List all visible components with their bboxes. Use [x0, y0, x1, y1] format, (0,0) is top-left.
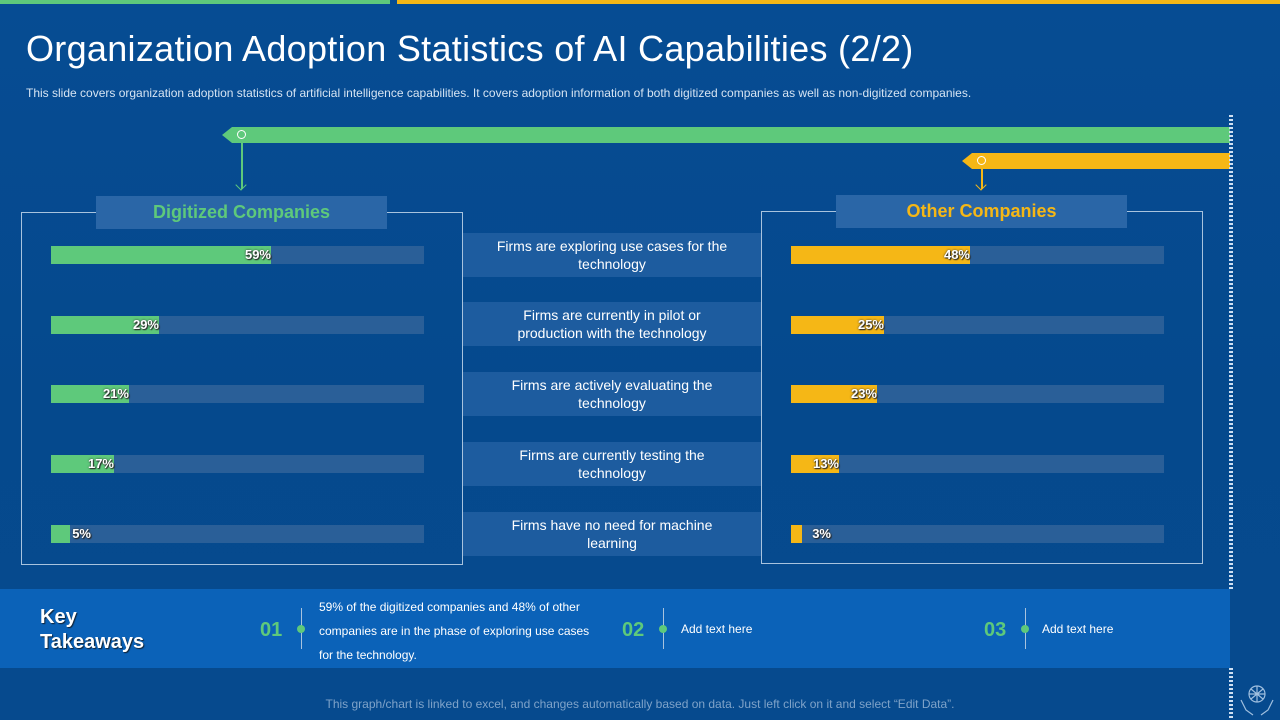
other-bar-track: 13%	[791, 455, 1164, 473]
other-bar-track: 3%	[791, 525, 1164, 543]
takeaway-number-01: 01	[260, 619, 283, 641]
takeaway-text-02: Add text here	[681, 622, 753, 636]
digitized-bar-value-label: 59%	[244, 247, 271, 262]
digitized-ribbon	[222, 127, 1230, 143]
takeaway-number-03: 03	[984, 619, 1007, 641]
other-bar-track: 23%	[791, 385, 1164, 403]
ai-hands-icon	[1240, 685, 1274, 716]
footer-note: This graph/chart is linked to excel, and…	[325, 697, 955, 711]
digitized-bar-value-label: 5%	[72, 526, 91, 541]
key-takeaways-title: Key Takeaways	[40, 605, 180, 655]
other-bar-value-label: 13%	[812, 456, 839, 471]
right-dotted-edge-bottom	[1229, 668, 1233, 720]
digitized-bar[interactable]	[51, 316, 159, 334]
other-ribbon-ring-icon	[977, 156, 986, 165]
other-connector	[981, 167, 983, 189]
digitized-bar-track: 17%	[51, 455, 424, 473]
other-bar-value-label: 25%	[857, 317, 884, 332]
other-panel-header: Other Companies	[836, 195, 1127, 228]
digitized-bar[interactable]	[51, 455, 114, 473]
digitized-bar-value-label: 21%	[102, 386, 129, 401]
digitized-bar[interactable]	[51, 525, 70, 543]
takeaway-number-02: 02	[622, 619, 645, 641]
other-ribbon	[962, 153, 1230, 169]
takeaway-dot-01	[297, 625, 305, 633]
category-label: Firms are actively evaluating the techno…	[463, 372, 761, 416]
category-label-text: Firms have no need for machine learning	[511, 517, 713, 551]
category-label: Firms are currently testing the technolo…	[463, 442, 761, 486]
category-label-text: Firms are currently in pilot or producti…	[517, 307, 707, 341]
digitized-connector	[241, 141, 243, 189]
other-arrow-down-icon	[975, 179, 987, 191]
category-label: Firms are exploring use cases for the te…	[463, 233, 761, 277]
other-bar-value-label: 23%	[850, 386, 877, 401]
digitized-bar-track: 5%	[51, 525, 424, 543]
digitized-bar[interactable]	[51, 385, 129, 403]
digitized-bar-track: 29%	[51, 316, 424, 334]
other-bar[interactable]	[791, 246, 970, 264]
digitized-bar[interactable]	[51, 246, 271, 264]
takeaway-dot-02	[659, 625, 667, 633]
other-bar-track: 25%	[791, 316, 1164, 334]
other-bar-value-label: 48%	[943, 247, 970, 262]
digitized-ribbon-ring-icon	[237, 130, 246, 139]
digitized-bar-value-label: 17%	[87, 456, 114, 471]
right-dotted-edge	[1229, 115, 1233, 590]
category-label-text: Firms are exploring use cases for the te…	[496, 238, 728, 272]
category-label-text: Firms are currently testing the technolo…	[519, 447, 705, 481]
category-label: Firms have no need for machine learning	[463, 512, 761, 556]
other-bar-value-label: 3%	[812, 526, 831, 541]
digitized-bar-track: 21%	[51, 385, 424, 403]
other-bar[interactable]	[791, 525, 802, 543]
other-bar[interactable]	[791, 385, 877, 403]
top-accent-yellow	[397, 0, 1280, 4]
other-bar[interactable]	[791, 455, 839, 473]
key-takeaways-title-line2: Takeaways	[40, 631, 145, 653]
category-label-text: Firms are actively evaluating the techno…	[511, 377, 713, 411]
takeaway-text-01: 59% of the digitized companies and 48% o…	[319, 600, 590, 662]
digitized-bar-value-label: 29%	[132, 317, 159, 332]
slide-title: Organization Adoption Statistics of AI C…	[26, 28, 914, 69]
category-label: Firms are currently in pilot or producti…	[463, 302, 761, 346]
takeaway-dot-03	[1021, 625, 1029, 633]
other-bar-track: 48%	[791, 246, 1164, 264]
slide-subtitle: This slide covers organization adoption …	[26, 86, 972, 100]
key-takeaways-title-line1: Key	[40, 606, 77, 628]
other-bar[interactable]	[791, 316, 884, 334]
takeaway-text-03: Add text here	[1042, 622, 1114, 636]
digitized-bar-track: 59%	[51, 246, 424, 264]
digitized-panel-header: Digitized Companies	[96, 196, 387, 229]
digitized-arrow-down-icon	[235, 179, 247, 191]
top-accent-green	[0, 0, 390, 4]
